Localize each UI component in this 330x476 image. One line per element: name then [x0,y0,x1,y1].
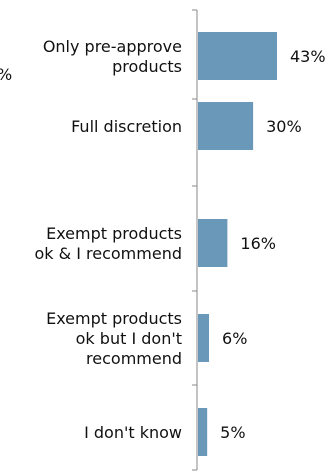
chart-root: Only pre-approve products 43% Full discreti… [35,9,326,471]
category-label-line: Exempt products [46,224,182,243]
category-label: Exempt products ok but I don't recommend [46,309,182,368]
data-label: 30% [266,117,302,136]
category-label-line: Exempt products [46,309,182,328]
category-label: Exempt products ok & I recommend [35,224,182,263]
bar [198,314,210,362]
category-label: Only pre-approve products [43,37,182,76]
category-label: I don't know [84,423,182,442]
data-label: 43% [290,47,326,66]
category-label-line: recommend [86,349,182,368]
category-label-line: I don't know [84,423,182,442]
cropped-edge-label: % [0,65,12,84]
category-label-line: ok but I don't [76,329,182,348]
category-label-line: ok & I recommend [35,244,182,263]
category-label-line: products [112,57,182,76]
bar [198,102,254,150]
data-label: 6% [222,329,247,348]
bar [198,219,228,267]
bar [198,32,277,80]
data-label: 16% [240,234,276,253]
category-label-line: Full discretion [71,117,182,136]
bar [198,408,208,456]
category-label-line: Only pre-approve [43,37,182,56]
data-label: 5% [220,423,245,442]
category-label: Full discretion [71,117,182,136]
